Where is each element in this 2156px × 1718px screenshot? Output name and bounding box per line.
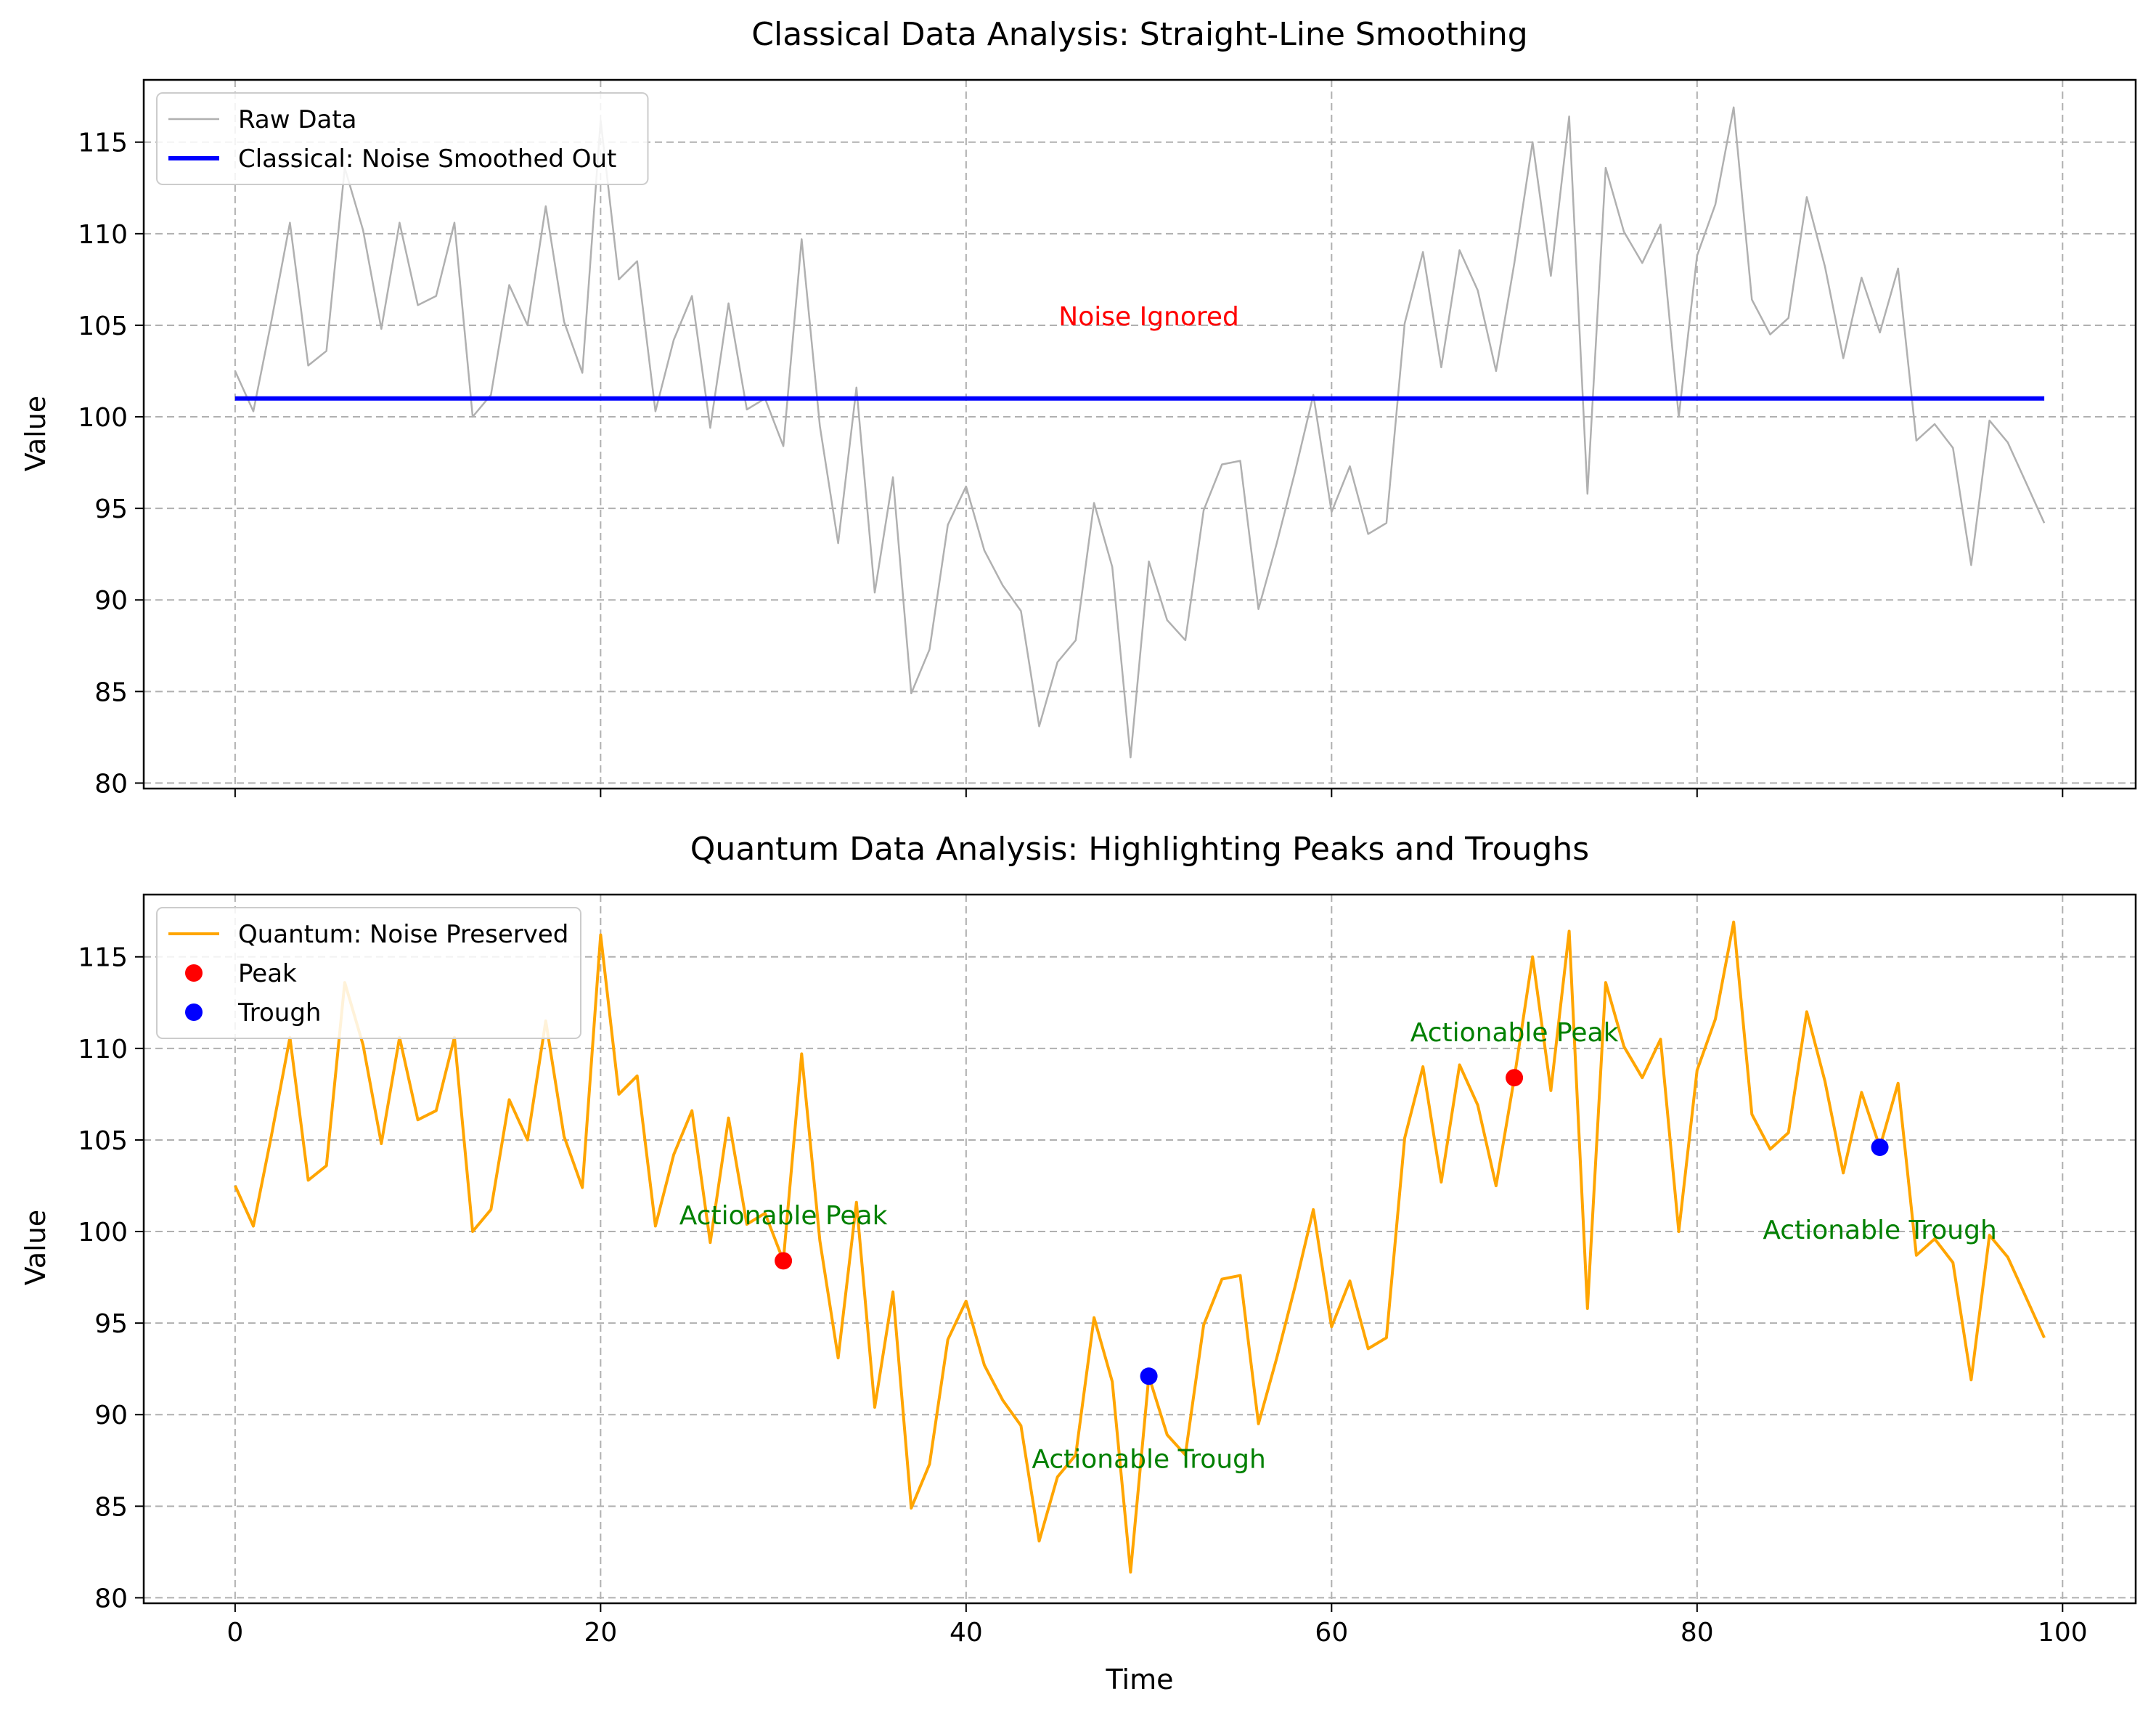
x-tick-label: 20: [584, 1618, 617, 1648]
y-tick-label: 110: [78, 1035, 128, 1064]
x-tick-label: 80: [1681, 1618, 1714, 1648]
y-tick-label: 100: [78, 1218, 128, 1247]
annotation: Actionable Peak: [679, 1201, 888, 1231]
legend-label: Raw Data: [238, 105, 357, 134]
peak-point: [775, 1252, 793, 1270]
trough-point: [1871, 1139, 1889, 1157]
legend: Raw Data Classical: Noise Smoothed Out: [156, 92, 649, 185]
x-tick-label: 60: [1315, 1618, 1348, 1648]
y-tick-label: 85: [94, 677, 128, 707]
y-tick-label: 95: [94, 494, 128, 524]
legend: Quantum: Noise Preserved Peak Trough: [156, 907, 581, 1039]
classical-panel: Classical Data Analysis: Straight-Line S…: [20, 16, 2137, 799]
legend-swatch: [185, 964, 203, 982]
annotation: Actionable Trough: [1763, 1216, 1996, 1245]
legend-label: Quantum: Noise Preserved: [238, 920, 568, 949]
x-tick-label: 0: [226, 1618, 243, 1648]
y-tick-label: 95: [94, 1309, 128, 1339]
series-line: [234, 920, 2046, 1574]
y-tick-label: 80: [94, 769, 128, 799]
y-tick-label: 90: [94, 586, 128, 616]
legend-label: Classical: Noise Smoothed Out: [238, 144, 616, 174]
y-tick-label: 105: [78, 312, 128, 341]
trough-point: [1140, 1367, 1158, 1385]
peak-point: [1506, 1069, 1524, 1087]
legend-swatch: [185, 1003, 203, 1021]
axes-frame: [142, 78, 2137, 790]
y-tick-label: 110: [78, 220, 128, 250]
y-tick-label: 115: [78, 943, 128, 973]
x-axis-label: Time: [1106, 1664, 1174, 1695]
plot-area: 80 85 90 95 100 105 110 115 Noise Ignored Raw Dat…: [78, 78, 2137, 799]
y-axis-label: Value: [20, 396, 52, 471]
chart-title: Classical Data Analysis: Straight-Line S…: [751, 16, 1527, 53]
legend-label: Peak: [238, 959, 297, 988]
annotation: Actionable Peak: [1410, 1018, 1619, 1048]
chart-title: Quantum Data Analysis: Highlighting Peak…: [690, 831, 1589, 868]
y-tick-label: 85: [94, 1492, 128, 1522]
x-tick-label: 100: [2038, 1618, 2088, 1648]
legend-box: [156, 92, 649, 185]
quantum-panel: Quantum Data Analysis: Highlighting Peak…: [20, 831, 2137, 1695]
y-tick-label: 100: [78, 403, 128, 433]
y-tick-label: 80: [94, 1584, 128, 1613]
annotation: Noise Ignored: [1058, 302, 1239, 332]
legend-label: Trough: [237, 998, 321, 1027]
y-tick-label: 90: [94, 1401, 128, 1430]
x-tick-label: 40: [950, 1618, 983, 1648]
y-tick-label: 115: [78, 129, 128, 158]
annotation: Actionable Trough: [1032, 1444, 1265, 1474]
legend-box: [156, 907, 581, 1039]
y-axis-label: Value: [20, 1210, 52, 1285]
plot-area: 0 20 40 60 80 100 80 85 90 95 100 105 110 115 Actionab…: [78, 893, 2137, 1648]
axes-frame: [142, 893, 2137, 1605]
series-line: [234, 106, 2046, 759]
y-tick-label: 105: [78, 1126, 128, 1156]
